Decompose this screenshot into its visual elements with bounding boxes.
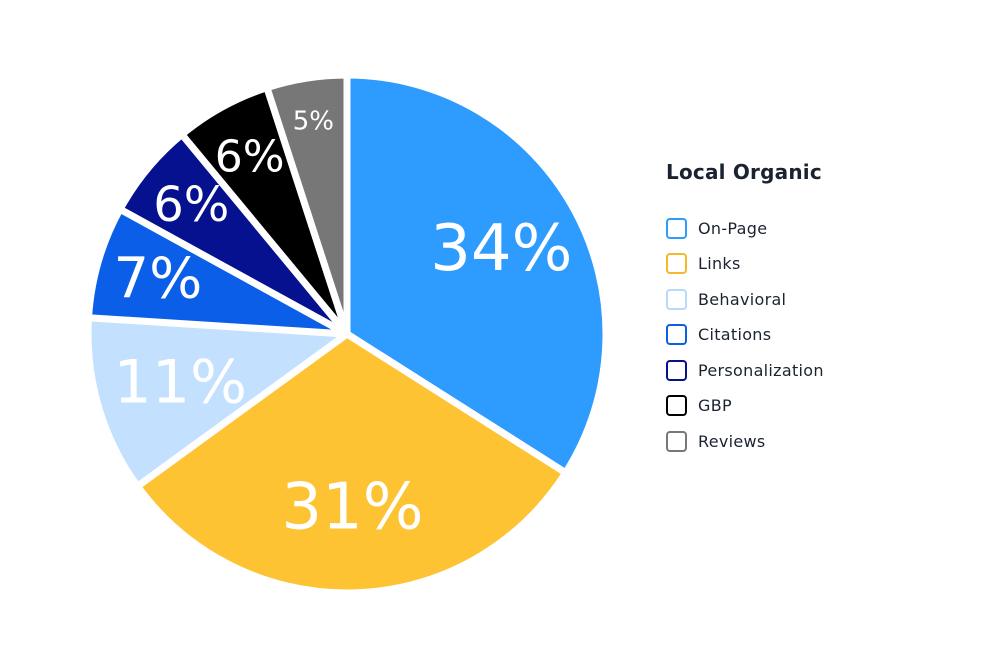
legend-label-on-page: On-Page [698,218,768,238]
slice-label-reviews: 5% [293,107,334,137]
legend-swatch-gbp [666,395,687,416]
legend-label-gbp: GBP [698,396,732,415]
legend-label-links: Links [698,254,741,273]
legend-label-reviews: Reviews [698,431,766,451]
pie-slice-links [133,330,570,597]
legend-swatch-citations [666,324,687,345]
legend-item-behavioral: Behavioral [666,287,824,311]
legend-label-behavioral: Behavioral [698,289,787,309]
slice-label-links: 31% [281,470,423,544]
slice-label-personalization: 6% [153,177,229,233]
slice-label-behavioral: 11% [114,347,247,417]
pie-slice-reviews [263,71,351,338]
legend-swatch-personalization [666,359,687,381]
legend-label-personalization: Personalization [698,360,824,380]
legend-item-personalization: Personalization [666,358,824,382]
pie-slice-behavioral [84,314,351,490]
pie-slices [84,71,610,597]
legend-label-citations: Citations [698,325,772,344]
slice-label-on-page: 34% [430,212,572,286]
legend-swatch-reviews [666,430,687,452]
legend-title: Local Organic [666,160,822,184]
legend-item-on-page: On-Page [666,216,824,240]
slice-label-citations: 7% [114,247,203,312]
legend-item-citations: Citations [666,323,824,347]
legend-item-links: Links [666,252,824,276]
legend-items: On-Page Links Behavioral Citations Personali… [666,216,824,453]
legend: Local Organic On-Page Links Behavioral Cita… [666,160,824,465]
legend-swatch-on-page [666,217,687,239]
legend-swatch-links [666,253,687,274]
legend-swatch-behavioral [666,288,687,310]
legend-item-reviews: Reviews [666,429,824,453]
pie-labels: 34% 31% 11% 7% 6%6% 5% [114,107,573,545]
legend-item-gbp: GBP [666,394,824,418]
slice-label-gbp: 6% [215,131,285,182]
